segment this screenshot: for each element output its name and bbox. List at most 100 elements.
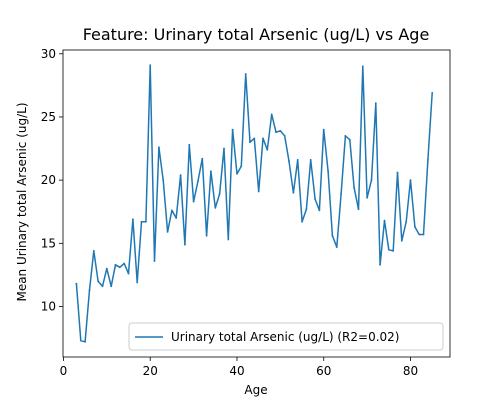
data-point: [431, 92, 434, 94]
data-point: [292, 191, 295, 194]
data-point: [197, 180, 199, 183]
x-tick-label: 60: [316, 364, 331, 378]
data-point: [379, 263, 381, 266]
data-point: [309, 159, 312, 161]
data-point: [79, 339, 82, 342]
data-point: [110, 285, 113, 288]
data-point: [179, 174, 182, 177]
data-point: [374, 102, 377, 104]
data-point: [301, 220, 303, 223]
y-tick-label: 15: [41, 236, 56, 250]
data-point: [166, 231, 169, 233]
data-point: [184, 243, 186, 246]
x-tick-label: 80: [403, 364, 418, 378]
data-point: [132, 218, 134, 221]
data-point: [340, 193, 342, 195]
data-point: [75, 282, 78, 285]
data-point: [253, 137, 256, 140]
data-point: [409, 179, 412, 182]
data-point: [140, 220, 143, 223]
data-point: [414, 226, 416, 228]
y-tick-label: 20: [41, 173, 56, 187]
data-point: [257, 190, 260, 193]
data-point: [127, 272, 130, 275]
data-point: [145, 220, 147, 223]
legend-box: [128, 322, 444, 351]
data-point: [188, 143, 191, 146]
data-point: [283, 135, 286, 137]
data-point: [361, 65, 364, 68]
data-point: [270, 113, 273, 116]
data-point: [201, 157, 204, 160]
data-point: [370, 179, 373, 182]
chart-title: Feature: Urinary total Arsenic (ug/L) vs…: [83, 25, 430, 44]
data-point: [279, 130, 282, 132]
data-point: [92, 250, 95, 252]
data-point: [427, 159, 429, 161]
data-point: [335, 246, 338, 249]
data-point: [210, 170, 212, 173]
x-tick-label: 20: [143, 364, 158, 378]
data-point: [175, 217, 178, 219]
data-point: [244, 73, 247, 75]
data-point: [357, 208, 360, 211]
data-point: [123, 262, 126, 265]
data-point: [214, 207, 217, 209]
x-tick-label: 0: [60, 364, 68, 378]
data-point: [158, 146, 160, 149]
data-point: [249, 141, 251, 144]
legend: Urinary total Arsenic (ug/L) (R2=0.02): [128, 322, 444, 351]
data-point: [322, 128, 325, 131]
data-point: [192, 200, 195, 203]
data-point: [314, 198, 316, 201]
data-point: [331, 234, 334, 237]
data-point: [262, 137, 264, 140]
y-tick-label: 25: [41, 110, 56, 124]
data-point: [231, 128, 234, 131]
plot-area: 0 20 40 60 80 10 15 20 25 30: [41, 47, 451, 378]
data-point: [149, 64, 152, 67]
data-point: [305, 208, 308, 211]
data-point: [171, 209, 173, 212]
data-point: [136, 281, 139, 284]
data-point: [227, 238, 230, 241]
data-point: [118, 266, 121, 269]
data-point: [405, 220, 408, 223]
data-point: [296, 159, 299, 161]
data-point: [418, 233, 421, 236]
data-point: [205, 234, 208, 237]
data-point: [236, 172, 238, 175]
x-axis-label: Age: [244, 383, 267, 397]
data-point: [288, 160, 290, 163]
data-point: [396, 171, 399, 174]
data-point: [327, 170, 329, 173]
data-point: [223, 147, 225, 150]
data-point: [366, 196, 368, 199]
data-point: [353, 186, 355, 189]
data-point: [318, 209, 321, 212]
data-point: [97, 280, 99, 283]
data-point: [88, 289, 91, 291]
data-point: [387, 248, 390, 251]
data-point: [266, 148, 269, 151]
data-point: [392, 250, 395, 252]
data-point: [101, 285, 104, 288]
y-axis-label: Mean Urinary total Arsenic (ug/L): [15, 102, 29, 301]
data-point: [400, 239, 403, 242]
data-point: [162, 179, 165, 182]
data-point: [218, 193, 221, 195]
x-tick-label: 40: [229, 364, 244, 378]
data-point: [240, 165, 243, 168]
data-point: [422, 233, 425, 236]
legend-label: Urinary total Arsenic (ug/L) (R2=0.02): [171, 330, 399, 344]
y-tick-label: 30: [41, 47, 56, 61]
data-point: [84, 340, 86, 343]
data-point: [153, 260, 156, 262]
y-tick-label: 10: [41, 299, 56, 313]
axes-frame: [62, 49, 451, 358]
data-point: [344, 135, 347, 137]
data-point: [275, 131, 277, 134]
data-point: [348, 138, 351, 141]
